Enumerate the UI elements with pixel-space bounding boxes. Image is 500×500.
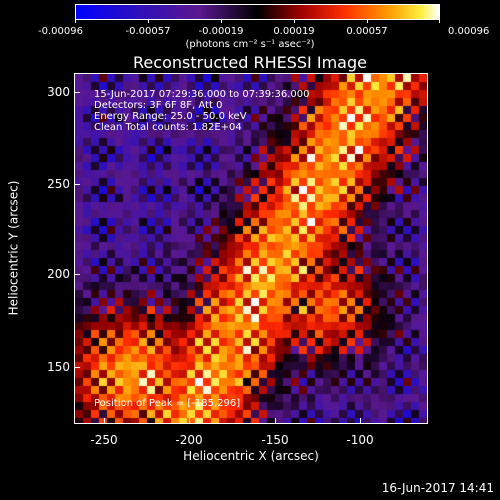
y-tick-label: 250: [47, 177, 70, 191]
annotation-time-range: 15-Jun-2017 07:29:36.000 to 07:39:36.000: [94, 89, 310, 100]
y-tickmark: [74, 92, 80, 93]
x-axis-label: Heliocentric X (arcsec): [183, 449, 319, 463]
x-tick-label: -150: [261, 433, 289, 447]
colorbar-tick-label: -0.00019: [198, 26, 244, 37]
y-tick-label: 150: [47, 360, 70, 374]
rhessi-image-map: [75, 74, 427, 423]
colorbar-tick-label: -0.00057: [125, 26, 171, 37]
colorbar-tick-label: 0.00096: [448, 26, 490, 37]
colorbar-gradient: [76, 5, 439, 19]
x-tickmark: [189, 418, 190, 424]
colorbar-tick-label: 0.00019: [273, 26, 315, 37]
annotation-peak-position: Position of Peak = [-185,296]: [94, 398, 241, 409]
annotation-detectors: Detectors: 3F 6F 8F, Att 0: [94, 100, 223, 111]
plot-title: Reconstructed RHESSI Image: [133, 53, 367, 72]
y-tick-label: 200: [47, 267, 70, 281]
colorbar-tickmark: [439, 19, 440, 23]
timestamp: 16-Jun-2017 14:41: [381, 481, 494, 495]
rhessi-image-plot: 15-Jun-2017 07:29:36.000 to 07:39:36.000…: [74, 73, 428, 424]
colorbar-tickmark: [221, 19, 222, 23]
x-tickmark: [360, 418, 361, 424]
x-tick-label: -100: [346, 433, 374, 447]
y-axis-label: Heliocentric Y (arcsec): [6, 180, 21, 316]
colorbar-tickmark: [367, 19, 368, 23]
colorbar-tick-label: -0.00096: [38, 26, 83, 37]
y-tick-label: 300: [47, 85, 70, 99]
colorbar-units: (photons cm⁻² s⁻¹ asec⁻²): [185, 39, 315, 50]
colorbar-tickmark: [294, 19, 295, 23]
y-tickmark: [74, 274, 80, 275]
colorbar: [75, 4, 440, 20]
x-tick-label: -250: [90, 433, 118, 447]
colorbar-tickmark: [148, 19, 149, 23]
y-tickmark: [74, 367, 80, 368]
y-tickmark: [74, 184, 80, 185]
colorbar-tick-label: 0.00057: [346, 26, 388, 37]
annotation-clean-counts: Clean Total counts: 1.82E+04: [94, 122, 242, 133]
colorbar-tickmark: [75, 19, 76, 23]
x-tickmark: [275, 418, 276, 424]
x-tickmark: [104, 418, 105, 424]
annotation-energy-range: Energy Range: 25.0 - 50.0 keV: [94, 111, 247, 122]
x-tick-label: -200: [175, 433, 203, 447]
